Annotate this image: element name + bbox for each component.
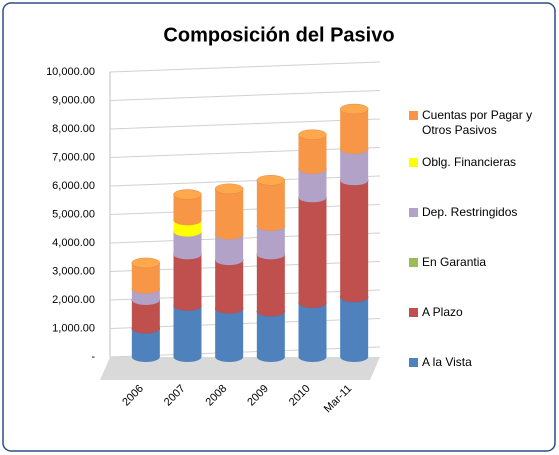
grid-line [109,118,381,130]
bar [298,134,327,169]
legend-swatch [409,111,418,120]
grid-line [109,147,381,158]
legend-item: Dep. Restringidos [409,205,552,220]
bar [173,254,202,306]
legend-label: Cuentas por Pagar y Otros Pasivos [422,108,533,137]
bar [215,260,244,309]
cylinder-top [298,129,327,140]
legend-swatch [409,308,418,317]
chart-title: Composición del Pasivo [163,24,394,46]
bar [298,197,327,303]
bar [173,220,202,232]
cylinder-top [339,103,369,115]
legend-label: Oblg. Financieras [422,155,517,169]
legend-swatch [409,358,418,367]
legend-swatch [409,258,418,267]
bar [340,109,369,149]
bar [256,180,285,226]
legend-item: En Garantia [409,255,552,270]
grid-line [109,232,381,244]
legend-swatch [409,208,418,217]
y-tick-label: 8,000.00 [52,123,95,135]
y-tick-label: 5,000.00 [52,208,95,220]
y-tick-label: 6,000.00 [52,180,95,192]
y-tick-label: 9,000.00 [52,94,95,106]
y-tick-label: 7,000.00 [52,151,95,163]
bar [340,297,369,357]
bar [173,305,202,357]
bar [173,231,202,255]
cylinder-top [214,183,244,195]
y-tick-label: 4,000.00 [52,237,95,249]
bar [215,188,244,235]
bar [256,254,285,312]
legend-label: Dep. Restringidos [422,205,518,219]
bar [256,311,285,357]
legend-swatch [409,158,418,167]
grid-line [109,175,381,187]
legend-label: A Plazo [422,305,463,319]
floor [100,357,380,380]
legend-item: Cuentas por Pagar y Otros Pasivos [409,108,552,138]
grid-line [109,61,381,73]
grid-line [109,90,381,101]
bar [131,288,160,300]
legend-label: En Garantia [422,255,487,269]
bar [298,302,327,357]
legend-item: Oblg. Financieras [409,155,552,170]
y-tick-label: 2,000.00 [52,294,95,306]
cylinder-top [173,189,202,200]
legend-item: A Plazo [409,305,552,320]
cylinder-top [131,257,161,269]
bar [340,180,369,298]
legend-label: A la Vista [422,355,472,369]
cylinder-top [256,175,286,186]
legend-item: A la Vista [409,355,552,370]
y-tick-label: 3,000.00 [52,265,95,277]
y-tick-label: - [91,351,95,363]
y-tick-label: 1,000.00 [52,322,95,334]
y-tick-label: 10,000.00 [46,66,95,78]
grid-line [109,204,381,215]
bar [215,308,244,357]
